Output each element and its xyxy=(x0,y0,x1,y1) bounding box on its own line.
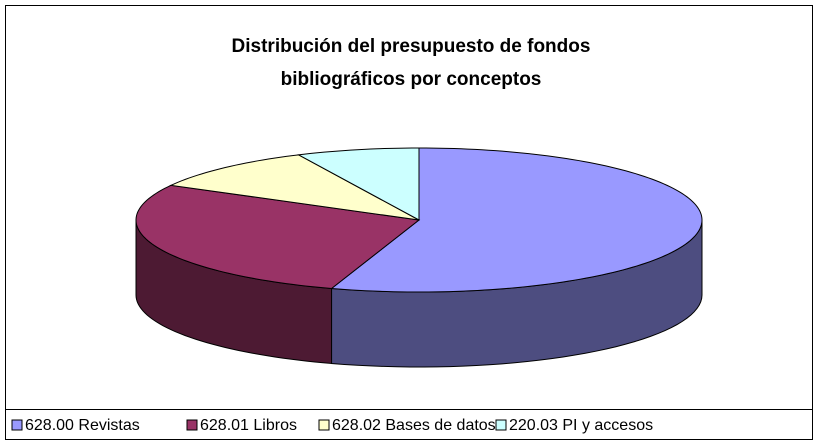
legend-swatch xyxy=(11,419,23,431)
chart-title: Distribución del presupuesto de fondos xyxy=(232,36,591,57)
slice xyxy=(169,154,420,221)
legend-label: 628.00 Revistas xyxy=(25,417,140,434)
legend: 628.00 Revistas 628.01 Libros 628.02 Bases… xyxy=(11,417,653,434)
legend-label: 220.03 PI y accesos xyxy=(509,417,653,434)
slice xyxy=(135,184,421,289)
slice xyxy=(330,147,703,293)
legend-swatch xyxy=(318,419,330,431)
legend-label: 628.01 Libros xyxy=(200,417,297,434)
slice xyxy=(296,147,420,221)
legend-swatch xyxy=(186,419,198,431)
pie xyxy=(135,147,703,368)
legend-swatch xyxy=(495,419,507,431)
chart-title: bibliográficos por conceptos xyxy=(281,69,542,90)
legend-label: 628.02 Bases de datos xyxy=(332,417,496,434)
